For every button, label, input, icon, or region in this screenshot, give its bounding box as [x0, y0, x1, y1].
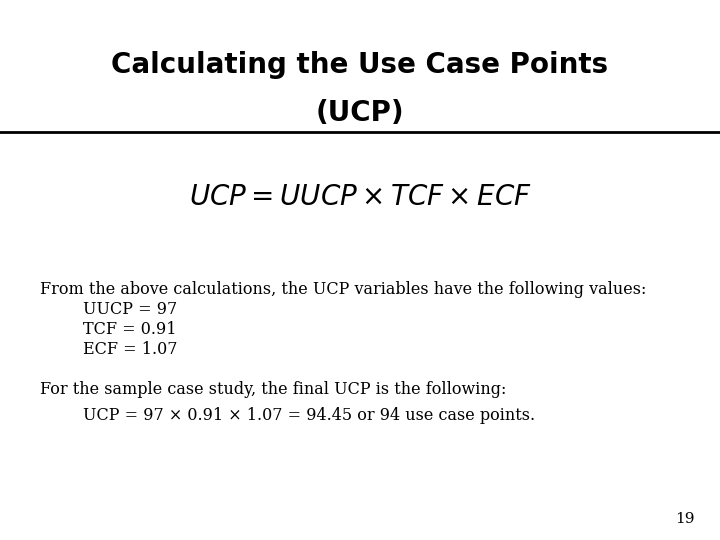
Text: ECF = 1.07: ECF = 1.07 — [83, 341, 177, 359]
Text: UCP = 97 × 0.91 × 1.07 = 94.45 or 94 use case points.: UCP = 97 × 0.91 × 1.07 = 94.45 or 94 use… — [83, 407, 535, 424]
Text: TCF = 0.91: TCF = 0.91 — [83, 321, 176, 339]
Text: For the sample case study, the final UCP is the following:: For the sample case study, the final UCP… — [40, 381, 506, 399]
Text: (UCP): (UCP) — [315, 99, 405, 127]
Text: $\mathit{UCP = UUCP \times TCF \times ECF}$: $\mathit{UCP = UUCP \times TCF \times EC… — [189, 184, 531, 211]
Text: From the above calculations, the UCP variables have the following values:: From the above calculations, the UCP var… — [40, 281, 646, 299]
Text: UUCP = 97: UUCP = 97 — [83, 301, 177, 319]
Text: 19: 19 — [675, 512, 695, 526]
Text: Calculating the Use Case Points: Calculating the Use Case Points — [112, 51, 608, 79]
